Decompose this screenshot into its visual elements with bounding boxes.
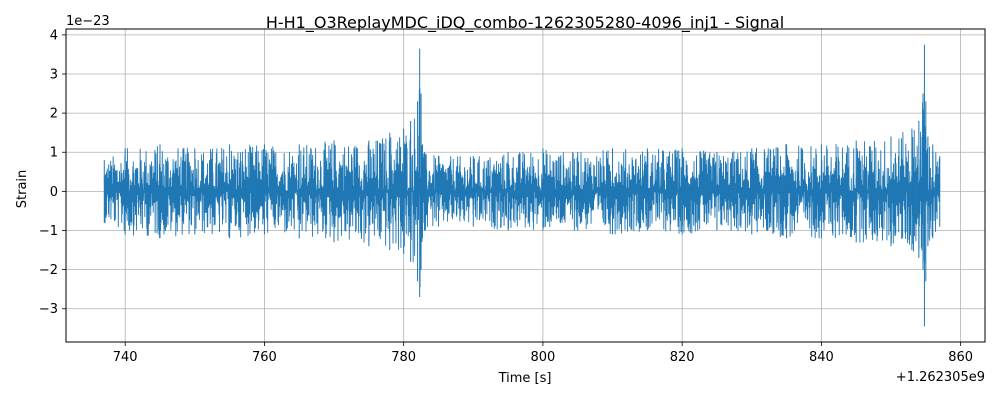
signal-envelope xyxy=(103,44,941,327)
x-offset-label: +1.262305e9 xyxy=(896,370,985,385)
y-tick-label: −3 xyxy=(39,302,58,317)
ticks-layer: 740 760 780 800 820 840 860 −3 −2 −1 0 1 2 3 4 xyxy=(39,28,973,365)
y-tick-label: −1 xyxy=(39,224,58,239)
chart-title: H-H1_O3ReplayMDC_iDQ_combo-1262305280-40… xyxy=(266,13,784,33)
x-axis-label: Time [s] xyxy=(498,371,552,386)
strain-signal-line xyxy=(103,87,941,288)
y-scale-label: 1e−23 xyxy=(66,14,110,29)
y-tick-label: 3 xyxy=(50,67,58,82)
x-tick-label: 800 xyxy=(530,350,555,365)
y-tick-label: 2 xyxy=(50,107,58,122)
x-tick-label: 780 xyxy=(391,350,416,365)
y-tick-label: 0 xyxy=(50,185,58,200)
plot-frame xyxy=(65,28,986,343)
x-tick-label: 860 xyxy=(948,350,973,365)
y-axis-label: Strain xyxy=(15,170,30,209)
x-tick-label: 820 xyxy=(670,350,695,365)
x-tick-label: 740 xyxy=(113,350,138,365)
series-layer xyxy=(103,44,941,327)
x-tick-label: 760 xyxy=(252,350,277,365)
y-tick-label: −2 xyxy=(39,263,58,278)
y-tick-label: 4 xyxy=(50,28,58,43)
x-tick-label: 840 xyxy=(809,350,834,365)
y-tick-label: 1 xyxy=(50,146,58,161)
